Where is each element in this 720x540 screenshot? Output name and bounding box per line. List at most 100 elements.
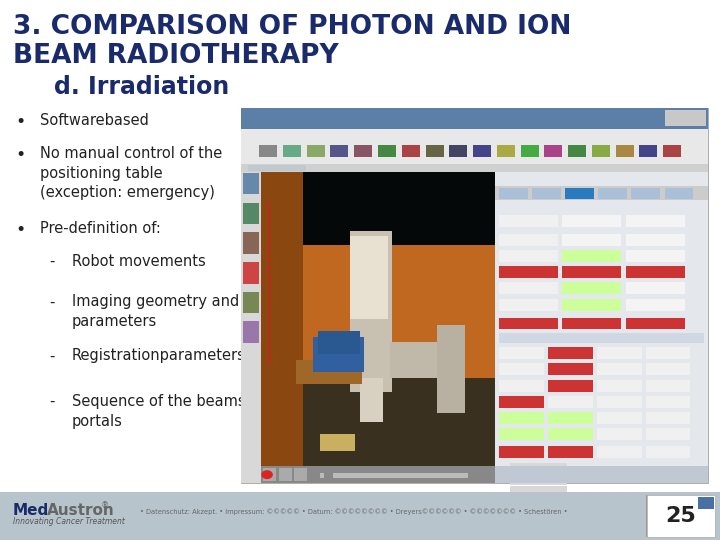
Bar [243, 202, 259, 224]
Bar [320, 472, 468, 478]
Text: BEAM RADIOTHERAPY: BEAM RADIOTHERAPY [13, 43, 338, 69]
Text: -: - [49, 294, 54, 309]
Bar [626, 299, 685, 310]
Text: Robot movements: Robot movements [72, 254, 206, 269]
Bar [243, 173, 259, 194]
Bar [241, 108, 708, 483]
Bar [241, 164, 708, 172]
Bar [330, 145, 348, 157]
Bar [639, 145, 657, 157]
Text: Austron: Austron [47, 503, 114, 518]
Bar [562, 299, 621, 310]
Bar [499, 282, 558, 294]
Bar [510, 475, 567, 485]
Text: Registrationparameters: Registrationparameters [72, 348, 246, 363]
Bar [297, 360, 362, 383]
Bar [626, 318, 685, 329]
Text: -: - [49, 394, 54, 409]
Bar [548, 396, 593, 408]
Bar [626, 215, 685, 227]
Bar [318, 330, 360, 354]
Bar [597, 428, 642, 440]
Bar [646, 495, 647, 537]
Bar [378, 145, 396, 157]
Bar [597, 412, 642, 424]
Bar [360, 378, 383, 422]
Bar [499, 266, 558, 278]
Bar [597, 347, 642, 359]
Bar [499, 396, 544, 408]
Text: •: • [16, 221, 26, 239]
Text: Med: Med [13, 503, 49, 518]
Bar [499, 347, 544, 359]
Bar [437, 325, 465, 413]
Bar [402, 145, 420, 157]
Bar [568, 145, 586, 157]
Bar [261, 245, 495, 378]
Bar [351, 231, 392, 393]
Bar [548, 380, 593, 392]
Bar [294, 468, 307, 481]
Bar [495, 172, 708, 483]
Bar [616, 145, 634, 157]
Bar [324, 471, 333, 479]
Bar [665, 110, 706, 126]
Bar [241, 172, 261, 483]
Bar [261, 173, 708, 186]
Bar [597, 446, 642, 458]
Text: -: - [49, 254, 54, 269]
Bar [597, 380, 642, 392]
Bar [261, 172, 495, 466]
Bar [548, 347, 593, 359]
Bar [390, 342, 460, 378]
Text: Softwarebased: Softwarebased [40, 113, 148, 129]
Bar [499, 188, 528, 199]
Bar [499, 215, 558, 227]
Bar [499, 299, 558, 310]
Text: ®: ® [101, 501, 109, 510]
Bar [499, 363, 544, 375]
Bar [562, 266, 621, 278]
Bar [449, 145, 467, 157]
Bar [283, 145, 301, 157]
Bar [279, 468, 292, 481]
Bar [499, 318, 558, 329]
Bar [626, 250, 685, 262]
Bar [320, 434, 355, 451]
Bar [0, 492, 720, 540]
Bar [243, 232, 259, 254]
Bar [597, 363, 642, 375]
Text: d. Irradiation: d. Irradiation [54, 75, 229, 98]
Bar [698, 497, 714, 509]
Bar [592, 145, 610, 157]
Bar [665, 188, 693, 199]
Bar [243, 262, 259, 284]
Text: •: • [16, 146, 26, 164]
Text: Sequence of the beams /
portals: Sequence of the beams / portals [72, 394, 255, 429]
Bar [499, 428, 544, 440]
Bar [243, 292, 259, 313]
Text: •: • [16, 113, 26, 131]
Bar [565, 188, 594, 199]
Bar [499, 250, 558, 262]
Bar [313, 336, 364, 372]
Bar [598, 188, 627, 199]
Text: Pre-definition of:: Pre-definition of: [40, 221, 161, 237]
Bar [548, 363, 593, 375]
Text: 25: 25 [666, 506, 696, 526]
Bar [647, 495, 715, 537]
Bar [243, 321, 259, 343]
Text: -: - [49, 348, 54, 363]
Bar [562, 215, 621, 227]
Bar [499, 446, 544, 458]
Bar [354, 145, 372, 157]
Bar [646, 396, 690, 408]
Bar [497, 145, 515, 157]
Bar [241, 108, 708, 129]
Bar [548, 446, 593, 458]
Bar [626, 282, 685, 294]
Bar [562, 318, 621, 329]
Text: Imaging geometry and -
parameters: Imaging geometry and - parameters [72, 294, 249, 329]
Bar [562, 250, 621, 262]
Bar [562, 234, 621, 246]
